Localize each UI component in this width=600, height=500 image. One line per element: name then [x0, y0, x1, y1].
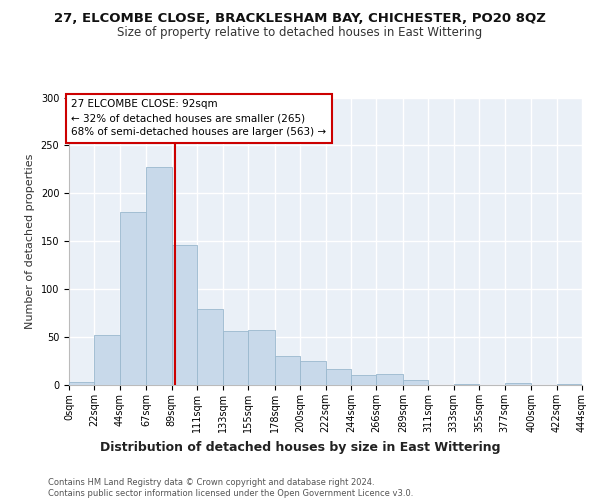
- Text: Distribution of detached houses by size in East Wittering: Distribution of detached houses by size …: [100, 441, 500, 454]
- Text: 27 ELCOMBE CLOSE: 92sqm
← 32% of detached houses are smaller (265)
68% of semi-d: 27 ELCOMBE CLOSE: 92sqm ← 32% of detache…: [71, 100, 326, 138]
- Bar: [376, 374, 403, 385]
- Bar: [275, 356, 300, 385]
- Bar: [351, 376, 376, 385]
- Bar: [403, 380, 428, 385]
- Text: 27, ELCOMBE CLOSE, BRACKLESHAM BAY, CHICHESTER, PO20 8QZ: 27, ELCOMBE CLOSE, BRACKLESHAM BAY, CHIC…: [54, 12, 546, 26]
- Bar: [300, 361, 325, 385]
- Bar: [120, 212, 146, 385]
- Bar: [223, 332, 248, 385]
- Bar: [146, 166, 172, 385]
- Bar: [172, 245, 197, 385]
- Bar: [325, 368, 351, 385]
- Bar: [197, 310, 223, 385]
- Y-axis label: Number of detached properties: Number of detached properties: [25, 154, 35, 329]
- Bar: [454, 384, 479, 385]
- Text: Size of property relative to detached houses in East Wittering: Size of property relative to detached ho…: [118, 26, 482, 39]
- Bar: [557, 384, 582, 385]
- Bar: [94, 335, 120, 385]
- Bar: [69, 382, 94, 385]
- Bar: [248, 330, 275, 385]
- Bar: [505, 383, 531, 385]
- Text: Contains HM Land Registry data © Crown copyright and database right 2024.
Contai: Contains HM Land Registry data © Crown c…: [48, 478, 413, 498]
